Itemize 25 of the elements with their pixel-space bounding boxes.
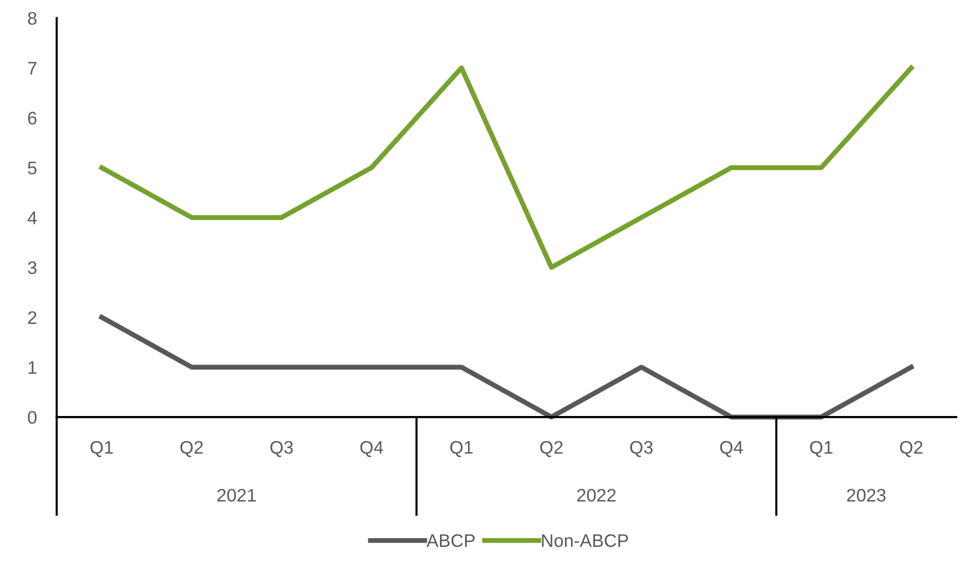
y-tick-label: 3 (28, 261, 36, 274)
x-tick-label: Q3 (630, 441, 653, 458)
y-tick-label: 1 (28, 361, 36, 374)
x-tick-label: Q3 (270, 441, 293, 458)
x-tick-label: Q1 (810, 441, 832, 458)
y-tick-label: 0 (28, 410, 37, 424)
line-series (99, 65, 914, 270)
legend-label: ABCP (426, 534, 475, 547)
x-tick-label: Q2 (180, 441, 203, 458)
x-tick-label: Q4 (360, 441, 384, 458)
y-tick-label: 8 (28, 12, 36, 25)
legend-label: Non-ABCP (542, 534, 628, 547)
text: 2022 (577, 488, 616, 502)
y-tick-label: 6 (28, 112, 36, 125)
x-tick-label: Q1 (450, 441, 473, 458)
text: 2023 (847, 488, 886, 502)
y-tick-label: 4 (28, 212, 37, 224)
x-tick-label: Q2 (540, 441, 563, 458)
x-tick-label: Q2 (900, 441, 922, 458)
y-tick-label: 7 (28, 62, 36, 74)
text: 2021 (217, 488, 256, 502)
y-tick-label: 5 (28, 162, 36, 174)
x-tick-label: Q4 (720, 441, 743, 458)
y-tick-label: 2 (28, 311, 36, 324)
x-tick-label: Q1 (90, 441, 113, 458)
